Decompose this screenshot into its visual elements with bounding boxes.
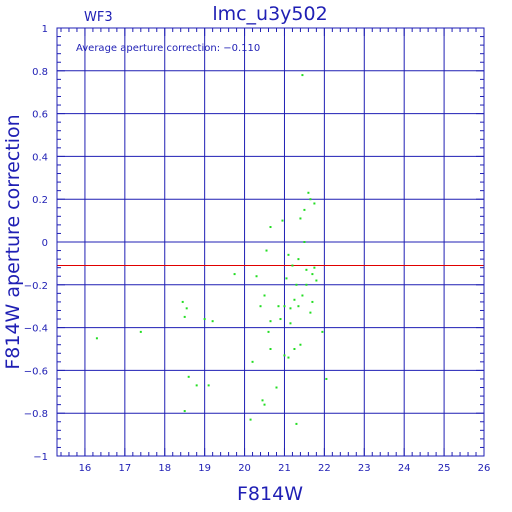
- data-point-44: [301, 74, 304, 77]
- data-point-59: [325, 377, 328, 380]
- x-tick-label-8: 24: [398, 463, 411, 474]
- x-axis-title: F814W: [237, 483, 303, 505]
- x-tick-label-5: 21: [278, 463, 291, 474]
- data-point-33: [289, 322, 292, 325]
- y-tick-label-4: −0.2: [24, 281, 48, 292]
- data-points: [95, 74, 328, 425]
- y-tick-labels: −1 −0.8 −0.6 −0.4 −0.2 0 0.2 0.4 0.6 0.8 1: [24, 24, 48, 463]
- data-point-22: [269, 320, 272, 323]
- data-point-45: [301, 294, 304, 297]
- axis-ticks: [57, 27, 485, 457]
- data-point-14: [255, 275, 258, 278]
- data-point-40: [297, 305, 300, 308]
- data-point-15: [259, 305, 262, 308]
- data-point-30: [285, 277, 288, 280]
- data-point-18: [263, 294, 266, 297]
- data-point-58: [321, 330, 324, 333]
- data-point-26: [279, 318, 282, 321]
- data-point-11: [233, 273, 236, 276]
- x-tick-label-2: 18: [158, 463, 171, 474]
- data-point-6: [183, 410, 186, 413]
- x-tick-label-1: 17: [118, 463, 131, 474]
- x-tick-label-3: 19: [198, 463, 211, 474]
- data-point-10: [211, 320, 214, 323]
- data-point-32: [287, 356, 290, 359]
- average-annotation: Average aperture correction: −0.110: [76, 43, 260, 54]
- y-tick-label-7: 0.4: [32, 152, 48, 163]
- x-tick-labels: 16 17 18 19 20 21 22 23 24 25 26: [79, 463, 491, 474]
- data-point-42: [299, 343, 302, 346]
- data-point-23: [269, 226, 272, 229]
- chart-title: lmc_u3y502: [212, 3, 327, 25]
- data-point-53: [311, 273, 314, 276]
- data-point-21: [269, 348, 272, 350]
- data-point-9: [207, 384, 210, 387]
- data-point-46: [303, 208, 306, 211]
- data-point-39: [295, 283, 298, 286]
- data-point-55: [313, 202, 316, 205]
- data-point-17: [263, 403, 266, 406]
- data-point-56: [313, 266, 316, 269]
- data-point-57: [315, 279, 318, 282]
- y-axis-title: F814W aperture correction: [2, 114, 24, 369]
- data-point-50: [307, 191, 310, 194]
- data-point-25: [277, 305, 280, 308]
- data-point-54: [311, 300, 314, 303]
- data-point-20: [267, 330, 270, 333]
- x-tick-label-4: 20: [238, 463, 251, 474]
- data-point-16: [261, 399, 264, 402]
- x-tick-label-6: 22: [318, 463, 331, 474]
- x-tick-label-0: 16: [79, 463, 92, 474]
- data-point-35: [291, 264, 294, 267]
- data-point-19: [265, 249, 268, 252]
- data-point-29: [283, 305, 286, 308]
- data-point-47: [303, 241, 306, 243]
- data-point-2: [181, 300, 184, 303]
- data-point-41: [297, 258, 300, 261]
- x-tick-label-7: 23: [358, 463, 371, 474]
- data-point-37: [293, 298, 296, 301]
- y-tick-label-6: 0.2: [32, 195, 48, 206]
- data-point-28: [283, 354, 286, 357]
- x-tick-label-9: 25: [438, 463, 451, 474]
- y-tick-label-2: −0.6: [24, 366, 48, 377]
- data-point-5: [187, 375, 190, 378]
- data-point-31: [287, 253, 290, 256]
- x-tick-label-10: 26: [478, 463, 491, 474]
- data-point-7: [195, 384, 198, 387]
- y-tick-label-3: −0.4: [24, 324, 48, 335]
- data-point-52: [309, 311, 312, 314]
- y-tick-label-9: 0.8: [32, 67, 48, 78]
- data-point-0: [95, 337, 98, 340]
- y-tick-label-5: 0: [42, 238, 48, 249]
- y-tick-label-0: −1: [33, 452, 48, 463]
- panel-label: WF3: [84, 10, 113, 25]
- y-tick-label-8: 0.6: [32, 110, 48, 121]
- data-point-48: [305, 283, 308, 286]
- data-point-13: [251, 360, 254, 363]
- data-point-8: [203, 318, 206, 321]
- data-point-1: [139, 330, 142, 333]
- data-point-51: [309, 198, 312, 201]
- data-point-36: [293, 348, 296, 350]
- data-point-4: [185, 307, 188, 310]
- y-tick-label-10: 1: [42, 24, 48, 35]
- data-point-3: [183, 315, 186, 318]
- data-point-34: [289, 307, 292, 310]
- data-point-49: [305, 268, 308, 271]
- data-point-12: [249, 418, 252, 421]
- y-tick-label-1: −0.8: [24, 409, 48, 420]
- data-point-27: [281, 219, 284, 222]
- data-point-43: [299, 217, 302, 220]
- data-point-38: [295, 422, 298, 425]
- data-point-24: [275, 386, 278, 389]
